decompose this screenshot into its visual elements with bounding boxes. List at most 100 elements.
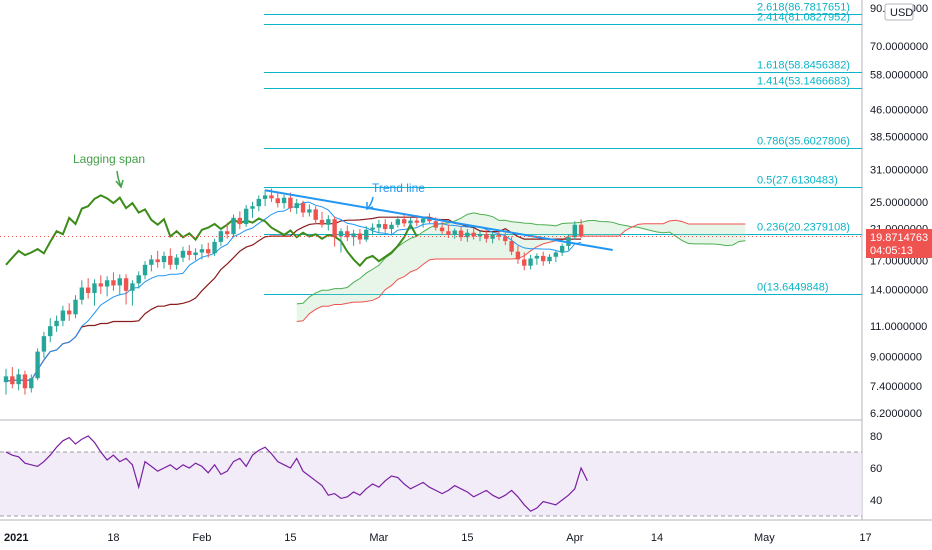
time-axis[interactable]: 202118Feb15Mar15Apr14May17Jun [4,532,932,544]
candle-body[interactable] [515,251,521,260]
candle-body[interactable] [180,250,186,258]
trend-line[interactable] [264,189,613,251]
candle-body[interactable] [269,195,274,199]
candle-body[interactable] [351,233,356,238]
candle-body[interactable] [130,283,135,291]
candle-body[interactable] [231,217,236,235]
candle-body[interactable] [496,234,502,237]
candle-body[interactable] [275,198,280,204]
candle-body[interactable] [578,224,584,237]
candle-body[interactable] [528,258,533,266]
candle-body[interactable] [60,310,66,321]
candle-body[interactable] [262,195,268,199]
candle-body[interactable] [307,209,312,213]
candle-body[interactable] [300,203,306,213]
lagging-span-line [5,194,418,268]
candle-body[interactable] [332,219,337,237]
candle-body[interactable] [155,259,160,263]
candle-body[interactable] [559,245,565,253]
candle-body[interactable] [212,241,217,254]
candle-body[interactable] [376,224,382,228]
candle-body[interactable] [136,275,141,284]
candle-body[interactable] [401,219,407,224]
candle-body[interactable] [3,376,9,383]
candle-body[interactable] [364,229,369,240]
rsi-panel[interactable]: 80 60 40 [0,431,882,517]
candle-body[interactable] [225,231,230,235]
candle-body[interactable] [54,320,59,327]
candle-body[interactable] [174,257,179,265]
candle-body[interactable] [427,218,432,222]
candle-body[interactable] [534,255,540,259]
fibonacci-extension[interactable]: 2.618(86.7817651)2.414(81.0827952) 1.618(… [264,2,862,295]
candle-body[interactable] [319,219,325,225]
candle-body[interactable] [395,219,401,225]
candle-body[interactable] [123,278,129,291]
candle-body[interactable] [383,224,388,230]
candle-body[interactable] [48,326,53,337]
candle-body[interactable] [250,206,255,209]
candle-body[interactable] [357,233,363,240]
candle-body[interactable] [541,255,546,262]
candle-body[interactable] [168,255,173,265]
candle-body[interactable] [41,336,47,352]
candle-body[interactable] [281,197,287,204]
candle-body[interactable] [199,249,205,253]
candle-body[interactable] [35,351,40,379]
candle-body[interactable] [477,234,483,237]
candle-body[interactable] [408,220,413,224]
candle-body[interactable] [465,232,470,238]
candle-body[interactable] [553,252,559,257]
candle-body[interactable] [484,234,489,239]
candle-body[interactable] [433,221,438,228]
currency-badge-box[interactable] [884,3,914,21]
candle-body[interactable] [446,231,451,235]
candle-body[interactable] [29,378,34,389]
candle-body[interactable] [104,280,110,287]
candle-body[interactable] [452,230,457,235]
candle-body[interactable] [85,287,91,293]
candle-body[interactable] [294,203,299,209]
candle-body[interactable] [471,232,476,237]
candle-body[interactable] [389,224,394,230]
candle-body[interactable] [161,255,167,263]
candle-body[interactable] [345,231,350,238]
candle-body[interactable] [237,217,243,225]
candle-body[interactable] [73,299,78,315]
candle-body[interactable] [572,224,577,238]
price-tick-label: 31.0000000 [870,164,928,176]
candle-body[interactable] [67,310,72,315]
candle-body[interactable] [79,287,85,300]
trend-line-drawing[interactable] [0,189,862,251]
candle-body[interactable] [256,198,261,207]
candle-body[interactable] [522,259,527,266]
candle-body[interactable] [288,197,293,209]
candle-body[interactable] [206,249,211,254]
lagging-span-arrowhead [115,179,124,189]
candle-body[interactable] [414,220,419,223]
candle-body[interactable] [92,283,97,293]
candle-body[interactable] [149,259,154,265]
candle-body[interactable] [458,230,464,238]
candle-body[interactable] [10,376,15,385]
candle-body[interactable] [326,219,331,225]
candle-body[interactable] [439,227,445,232]
candle-body[interactable] [98,283,103,287]
candle-body[interactable] [111,280,116,286]
candle-body[interactable] [509,241,514,252]
currency-badge[interactable]: USD [884,3,914,21]
candle-body[interactable] [370,227,375,230]
candle-body[interactable] [16,374,21,385]
candle-body[interactable] [338,231,344,237]
candle-body[interactable] [193,252,198,256]
candle-body[interactable] [503,236,508,242]
candle-body[interactable] [142,264,148,276]
candle-body[interactable] [117,278,122,286]
candle-body[interactable] [313,209,318,220]
candle-body[interactable] [243,208,249,225]
candle-body[interactable] [187,250,192,256]
candle-body[interactable] [547,256,552,262]
candle-body[interactable] [420,218,426,223]
candle-body[interactable] [22,374,28,389]
